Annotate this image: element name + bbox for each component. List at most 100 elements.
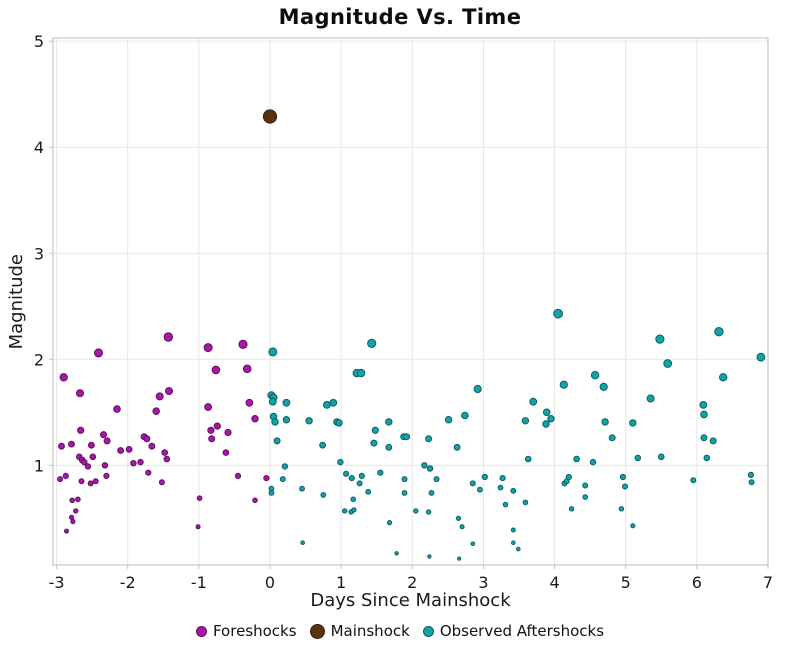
data-point-mainshock[interactable] [262, 109, 278, 124]
data-point-observed-aftershocks[interactable] [601, 418, 609, 426]
data-point-observed-aftershocks[interactable] [547, 415, 555, 423]
data-point-observed-aftershocks[interactable] [455, 515, 462, 521]
data-point-observed-aftershocks[interactable] [599, 382, 608, 391]
data-point-observed-aftershocks[interactable] [700, 434, 708, 442]
data-point-foreshocks[interactable] [59, 373, 68, 382]
data-point-observed-aftershocks[interactable] [358, 472, 365, 479]
data-point-observed-aftershocks[interactable] [477, 486, 483, 493]
data-point-foreshocks[interactable] [224, 428, 232, 437]
data-point-foreshocks[interactable] [69, 497, 75, 504]
data-point-observed-aftershocks[interactable] [469, 480, 476, 487]
data-point-foreshocks[interactable] [204, 403, 213, 411]
data-point-foreshocks[interactable] [113, 405, 121, 413]
data-point-observed-aftershocks[interactable] [413, 508, 419, 514]
data-point-observed-aftershocks[interactable] [622, 483, 628, 490]
data-point-observed-aftershocks[interactable] [619, 473, 627, 481]
data-point-observed-aftershocks[interactable] [521, 417, 530, 425]
data-point-observed-aftershocks[interactable] [630, 523, 636, 529]
data-point-foreshocks[interactable] [64, 528, 69, 534]
data-point-foreshocks[interactable] [195, 524, 201, 530]
data-point-foreshocks[interactable] [196, 495, 203, 502]
data-point-observed-aftershocks[interactable] [690, 477, 697, 484]
data-point-observed-aftershocks[interactable] [565, 473, 572, 481]
data-point-observed-aftershocks[interactable] [663, 359, 673, 368]
data-point-observed-aftershocks[interactable] [350, 496, 357, 503]
data-point-foreshocks[interactable] [234, 472, 242, 479]
data-point-observed-aftershocks[interactable] [377, 469, 384, 476]
data-point-observed-aftershocks[interactable] [370, 439, 378, 447]
data-point-foreshocks[interactable] [163, 455, 171, 463]
data-point-observed-aftershocks[interactable] [582, 494, 589, 500]
data-point-observed-aftershocks[interactable] [502, 501, 509, 508]
data-point-observed-aftershocks[interactable] [444, 416, 453, 424]
data-point-observed-aftershocks[interactable] [281, 463, 289, 470]
data-point-observed-aftershocks[interactable] [433, 476, 440, 483]
data-point-foreshocks[interactable] [165, 387, 173, 396]
data-point-observed-aftershocks[interactable] [499, 475, 506, 482]
data-point-observed-aftershocks[interactable] [401, 476, 408, 483]
legend-item-foreshocks[interactable]: Foreshocks [195, 622, 297, 640]
data-point-observed-aftershocks[interactable] [748, 479, 755, 486]
data-point-observed-aftershocks[interactable] [457, 556, 462, 561]
legend-item-aftershocks[interactable]: Observed Aftershocks [422, 622, 604, 640]
data-point-foreshocks[interactable] [148, 442, 156, 450]
data-point-observed-aftershocks[interactable] [342, 508, 348, 514]
data-point-observed-aftershocks[interactable] [273, 437, 281, 445]
data-point-observed-aftershocks[interactable] [385, 443, 393, 451]
data-point-observed-aftershocks[interactable] [699, 401, 708, 409]
data-point-observed-aftershocks[interactable] [403, 433, 411, 441]
data-point-observed-aftershocks[interactable] [473, 384, 482, 394]
data-point-observed-aftershocks[interactable] [573, 455, 580, 463]
data-point-foreshocks[interactable] [75, 496, 81, 503]
data-point-observed-aftershocks[interactable] [719, 373, 728, 382]
data-point-observed-aftershocks[interactable] [300, 540, 306, 546]
data-point-observed-aftershocks[interactable] [356, 368, 366, 378]
data-point-observed-aftershocks[interactable] [542, 420, 550, 428]
data-point-foreshocks[interactable] [68, 514, 75, 520]
data-point-observed-aftershocks[interactable] [394, 551, 399, 556]
data-point-observed-aftershocks[interactable] [386, 520, 393, 526]
data-point-observed-aftershocks[interactable] [319, 441, 327, 449]
data-point-observed-aftershocks[interactable] [323, 401, 331, 409]
data-point-observed-aftershocks[interactable] [329, 398, 338, 407]
data-point-observed-aftershocks[interactable] [348, 475, 355, 482]
data-point-observed-aftershocks[interactable] [529, 397, 538, 406]
data-point-observed-aftershocks[interactable] [655, 334, 665, 344]
data-point-foreshocks[interactable] [70, 518, 76, 525]
data-point-observed-aftershocks[interactable] [428, 490, 435, 496]
data-point-observed-aftershocks[interactable] [282, 416, 291, 424]
data-point-foreshocks[interactable] [222, 449, 230, 456]
data-point-observed-aftershocks[interactable] [542, 408, 551, 417]
data-point-observed-aftershocks[interactable] [703, 454, 711, 462]
data-point-observed-aftershocks[interactable] [747, 471, 755, 478]
data-point-observed-aftershocks[interactable] [365, 488, 372, 495]
data-point-foreshocks[interactable] [81, 458, 88, 466]
data-point-observed-aftershocks[interactable] [461, 411, 469, 420]
data-point-observed-aftershocks[interactable] [367, 338, 377, 348]
data-point-foreshocks[interactable] [94, 348, 103, 358]
data-point-observed-aftershocks[interactable] [299, 485, 305, 492]
data-point-observed-aftershocks[interactable] [589, 458, 597, 466]
data-point-observed-aftershocks[interactable] [279, 476, 286, 483]
data-point-observed-aftershocks[interactable] [459, 524, 465, 530]
data-point-foreshocks[interactable] [103, 472, 110, 479]
data-point-foreshocks[interactable] [130, 460, 137, 467]
data-point-observed-aftershocks[interactable] [343, 470, 350, 477]
data-point-observed-aftershocks[interactable] [351, 507, 357, 513]
data-point-observed-aftershocks[interactable] [305, 417, 313, 425]
data-point-foreshocks[interactable] [62, 472, 69, 479]
data-point-foreshocks[interactable] [76, 389, 84, 398]
data-point-foreshocks[interactable] [155, 392, 164, 401]
data-point-observed-aftershocks[interactable] [524, 455, 532, 463]
data-point-observed-aftershocks[interactable] [629, 419, 637, 427]
data-point-observed-aftershocks[interactable] [634, 454, 642, 462]
data-point-foreshocks[interactable] [143, 435, 151, 443]
data-point-foreshocks[interactable] [207, 426, 215, 434]
data-point-observed-aftershocks[interactable] [426, 465, 434, 472]
data-point-observed-aftershocks[interactable] [608, 434, 616, 442]
data-point-foreshocks[interactable] [77, 426, 85, 434]
data-point-observed-aftershocks[interactable] [756, 352, 766, 362]
data-point-observed-aftershocks[interactable] [425, 435, 433, 443]
data-point-foreshocks[interactable] [152, 407, 160, 416]
data-point-observed-aftershocks[interactable] [268, 347, 278, 357]
